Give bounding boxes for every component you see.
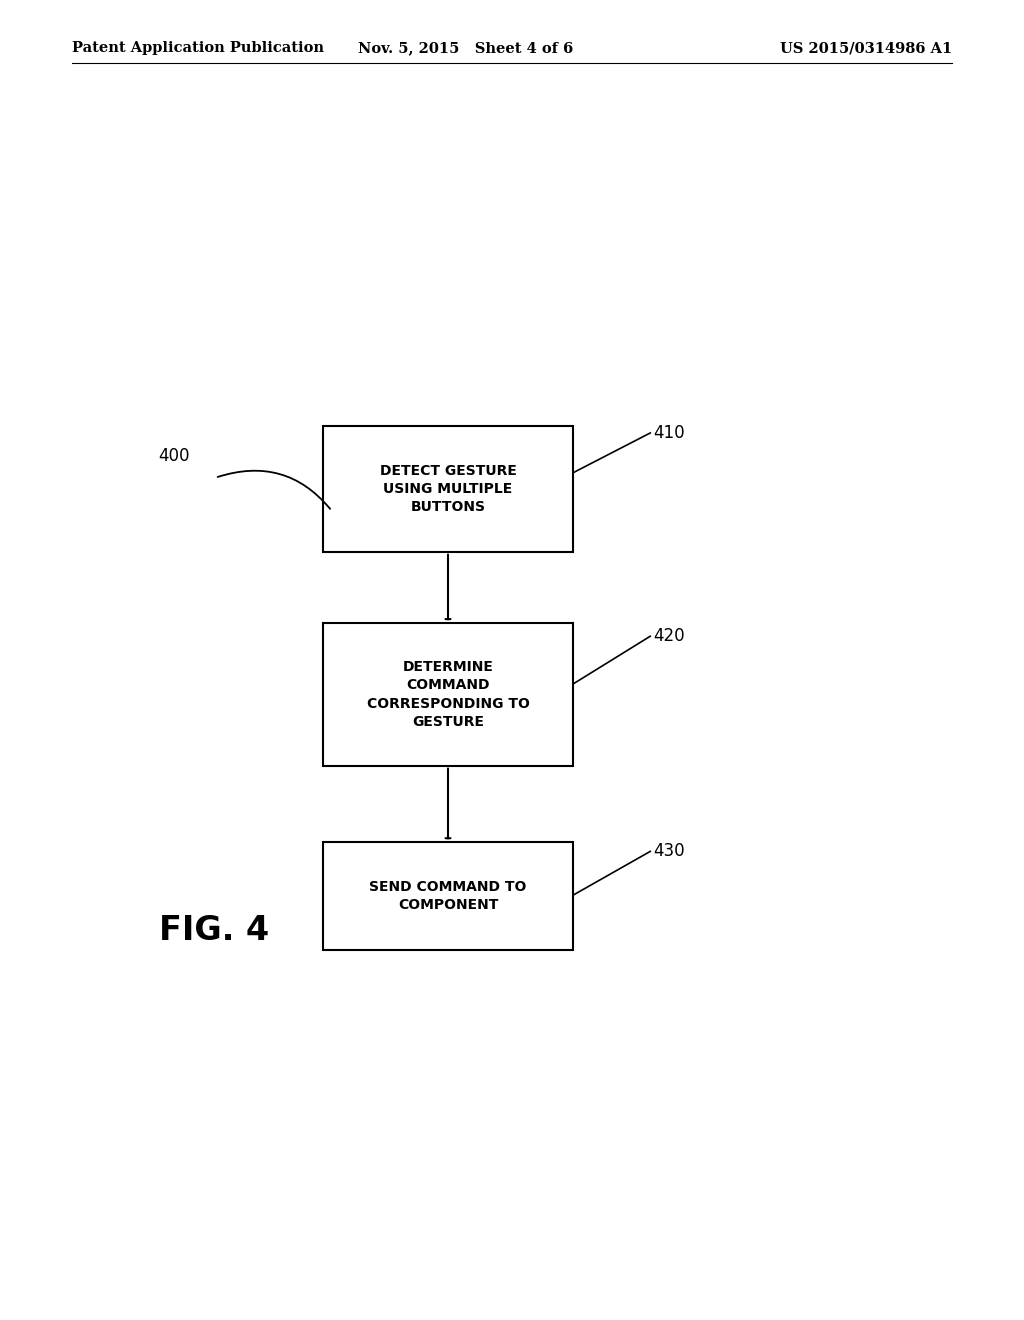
Text: US 2015/0314986 A1: US 2015/0314986 A1 <box>780 41 952 55</box>
Text: Nov. 5, 2015   Sheet 4 of 6: Nov. 5, 2015 Sheet 4 of 6 <box>358 41 573 55</box>
Text: Patent Application Publication: Patent Application Publication <box>72 41 324 55</box>
Text: DETECT GESTURE
USING MULTIPLE
BUTTONS: DETECT GESTURE USING MULTIPLE BUTTONS <box>380 463 516 515</box>
Text: 410: 410 <box>653 424 685 442</box>
Text: FIG. 4: FIG. 4 <box>159 913 269 948</box>
Text: 430: 430 <box>653 842 685 861</box>
FancyBboxPatch shape <box>323 842 573 950</box>
Text: DETERMINE
COMMAND
CORRESPONDING TO
GESTURE: DETERMINE COMMAND CORRESPONDING TO GESTU… <box>367 660 529 729</box>
Text: 400: 400 <box>159 446 190 465</box>
FancyArrowPatch shape <box>218 471 330 508</box>
FancyBboxPatch shape <box>323 426 573 552</box>
Text: 420: 420 <box>653 627 685 645</box>
Text: SEND COMMAND TO
COMPONENT: SEND COMMAND TO COMPONENT <box>370 880 526 912</box>
FancyBboxPatch shape <box>323 623 573 766</box>
